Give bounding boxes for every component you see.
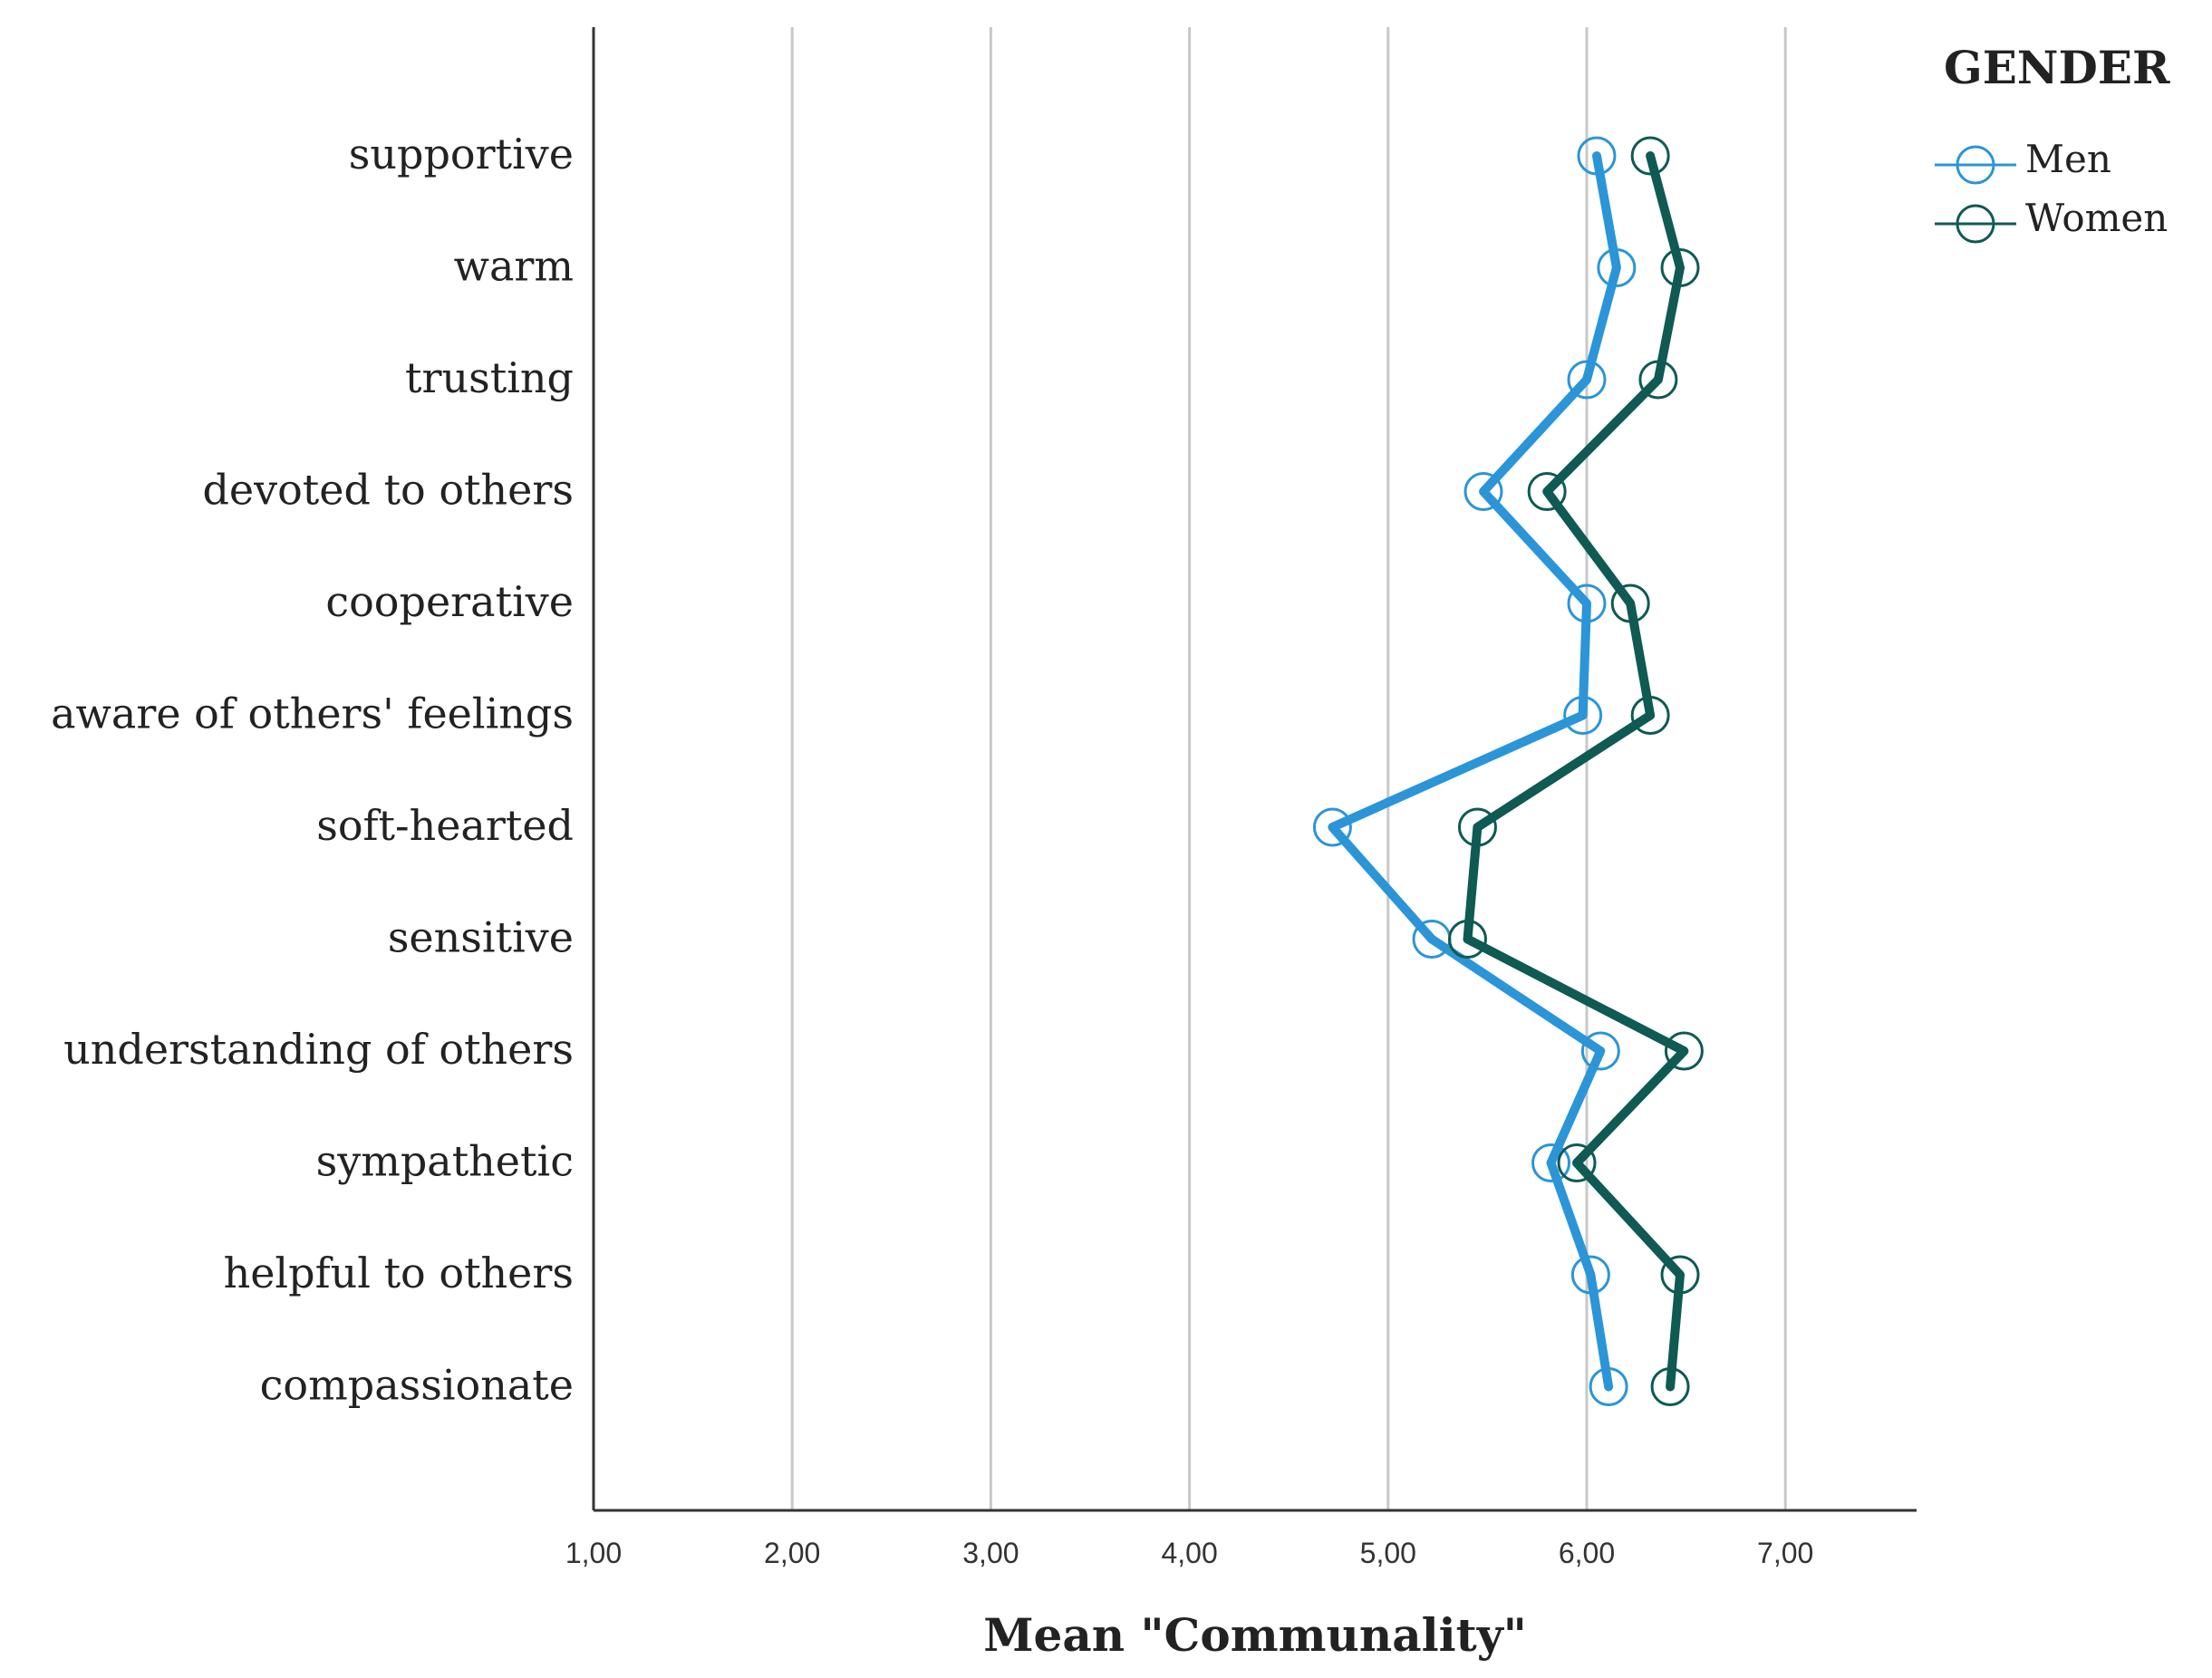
x-tick-label: 5,00 — [1360, 1537, 1416, 1569]
data-point-women — [1527, 472, 1567, 511]
data-point-men — [1563, 696, 1603, 735]
category-label: devoted to others — [202, 466, 574, 515]
data-point-men — [1567, 583, 1607, 623]
category-label: trusting — [405, 353, 574, 402]
series-line-women — [1463, 151, 1689, 1392]
category-label: sympathetic — [316, 1137, 574, 1186]
x-axis-title: Mean "Communality" — [983, 1608, 1527, 1662]
data-point-women — [1660, 1255, 1700, 1295]
category-label: compassionate — [260, 1361, 574, 1410]
category-label: aware of others' feelings — [51, 690, 574, 738]
data-point-women — [1457, 807, 1497, 847]
x-tick-label: 4,00 — [1161, 1537, 1217, 1569]
data-point-women — [1660, 248, 1700, 287]
data-point-men — [1531, 1143, 1571, 1182]
legend-marker-men — [1956, 145, 1995, 185]
x-tick-label: 2,00 — [764, 1537, 820, 1569]
category-label: cooperative — [325, 577, 574, 626]
category-label: helpful to others — [224, 1249, 574, 1297]
series-layer — [1312, 136, 1704, 1406]
data-point-men — [1463, 472, 1503, 511]
x-tick-label: 3,00 — [962, 1537, 1019, 1569]
legend-label-men: Men — [2025, 137, 2111, 181]
axes — [592, 27, 1917, 1512]
x-tick-label: 6,00 — [1559, 1537, 1615, 1569]
data-point-women — [1664, 1031, 1704, 1071]
data-point-women — [1630, 696, 1670, 735]
grid-lines — [790, 27, 1787, 1510]
data-point-women — [1447, 920, 1487, 959]
series-line-men — [1328, 151, 1621, 1392]
data-point-men — [1567, 360, 1607, 400]
category-label: understanding of others — [63, 1025, 574, 1074]
data-point-women — [1650, 1367, 1690, 1406]
data-point-women — [1610, 583, 1650, 623]
x-tick-label: 1,00 — [565, 1537, 622, 1569]
category-label: soft-hearted — [316, 801, 574, 850]
data-point-women — [1630, 136, 1670, 176]
legend: GENDER Men Women — [1935, 41, 2170, 244]
category-label: supportive — [349, 130, 574, 178]
data-point-men — [1577, 136, 1617, 176]
data-point-men — [1570, 1255, 1610, 1295]
legend-label-women: Women — [2025, 196, 2168, 240]
category-label: warm — [454, 242, 574, 291]
category-labels: supportive warm trusting devoted to others c… — [51, 130, 574, 1410]
legend-title: GENDER — [1944, 41, 2170, 94]
data-point-men — [1580, 1031, 1620, 1071]
data-point-women — [1557, 1143, 1597, 1182]
x-tick-labels: 1,00 2,00 3,00 4,00 5,00 6,00 7,00 — [565, 1537, 1813, 1569]
legend-marker-women — [1956, 204, 1995, 244]
data-point-men — [1597, 248, 1637, 287]
data-point-men — [1312, 807, 1352, 847]
category-label: sensitive — [388, 913, 574, 962]
x-tick-label: 7,00 — [1757, 1537, 1813, 1569]
data-point-women — [1638, 360, 1678, 400]
data-point-men — [1589, 1367, 1628, 1406]
